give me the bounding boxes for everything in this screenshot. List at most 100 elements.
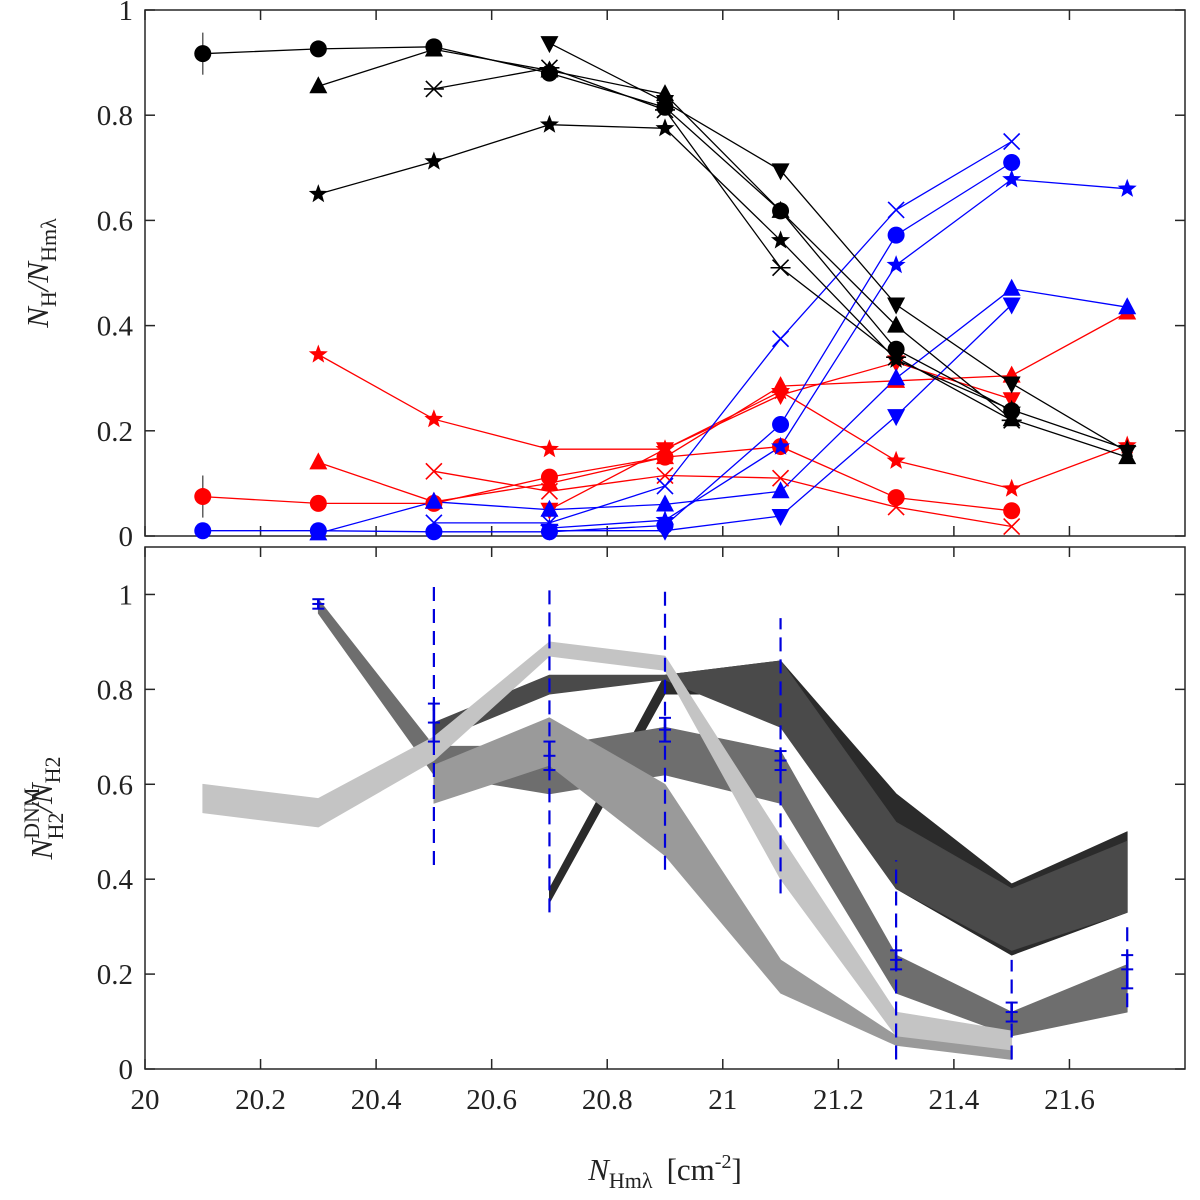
x-tick-label: 21.4 xyxy=(929,1084,980,1116)
y-tick-label: 0 xyxy=(119,1054,134,1086)
series-line xyxy=(549,42,1128,453)
marker-circle xyxy=(194,522,212,540)
marker-circle xyxy=(309,494,327,512)
marker-triangle-down xyxy=(1002,376,1021,394)
marker-triangle-down xyxy=(771,388,790,406)
marker-star xyxy=(886,450,906,469)
series-line xyxy=(549,178,1128,529)
marker-triangle-up xyxy=(1118,297,1137,315)
marker-star xyxy=(1002,478,1022,497)
x-tick-label: 21.6 xyxy=(1044,1084,1095,1116)
marker-triangle-down xyxy=(1002,297,1021,315)
marker-x xyxy=(887,201,905,219)
marker-circle xyxy=(194,45,212,63)
marker-triangle-up xyxy=(540,499,559,517)
marker-triangle-up xyxy=(656,494,674,512)
y-tick-label: 0 xyxy=(119,521,134,553)
x-tick-label: 20.6 xyxy=(466,1084,517,1116)
x-tick-label: 21 xyxy=(708,1084,737,1116)
x-tick-label: 20.2 xyxy=(235,1084,286,1116)
band xyxy=(317,598,1128,1037)
y-tick-label: 0.8 xyxy=(97,674,133,706)
marker-star xyxy=(771,230,791,249)
marker-triangle-down xyxy=(887,297,906,315)
y-tick-label: 1 xyxy=(119,0,134,27)
marker-triangle-up xyxy=(887,315,906,333)
y-tick-label: 1 xyxy=(119,579,134,611)
marker-triangle-up xyxy=(771,200,790,218)
marker-star xyxy=(424,409,444,428)
marker-triangle-up xyxy=(424,491,443,509)
marker-x xyxy=(656,477,674,495)
marker-triangle-up xyxy=(309,523,328,541)
y-tick-label: 0.6 xyxy=(97,205,133,237)
marker-triangle-down xyxy=(887,409,906,427)
top-panel: 0 0.2 0.4 0.6 0.8 1 NH/NHmλ xyxy=(20,0,1186,553)
marker-circle xyxy=(425,523,443,541)
top-ticks xyxy=(144,9,1185,537)
marker-star xyxy=(655,510,675,529)
marker-circle xyxy=(1003,154,1021,172)
marker-circle xyxy=(309,40,327,58)
bottom-ylabel: NDNMH2/NH2 xyxy=(19,756,68,860)
marker-triangle-up xyxy=(424,39,443,57)
y-tick-label: 0.4 xyxy=(97,864,134,896)
marker-x xyxy=(887,498,905,516)
x-tick-label: 21.2 xyxy=(813,1084,864,1116)
marker-circle xyxy=(887,226,905,244)
y-tick-label: 0.4 xyxy=(97,311,134,343)
marker-x xyxy=(425,462,443,480)
series-line xyxy=(318,288,1128,535)
series-line xyxy=(318,124,1128,450)
series-line xyxy=(433,140,1013,524)
marker-asterisk xyxy=(1001,411,1022,429)
marker-triangle-up xyxy=(309,76,328,94)
marker-star xyxy=(655,439,675,458)
marker-x xyxy=(1003,517,1021,536)
y-tick-label: 0.6 xyxy=(97,769,133,801)
y-tick-label: 0.2 xyxy=(97,959,133,991)
series-line xyxy=(202,445,1012,512)
series-line xyxy=(202,161,1013,533)
x-tick-label: 20 xyxy=(131,1084,160,1116)
y-tick-label: 0.2 xyxy=(97,416,133,448)
bottom-panel: 00.20.40.60.81 20 20.2 20.4 20.6 20.8 21 21.2 2… xyxy=(19,546,1186,1193)
marker-triangle-down xyxy=(656,523,674,541)
x-tick-label: 20.4 xyxy=(351,1084,402,1116)
marker-triangle-down xyxy=(540,36,559,54)
marker-triangle-up xyxy=(887,368,906,386)
marker-star xyxy=(1002,169,1022,188)
marker-triangle-up xyxy=(1002,409,1021,427)
bottom-errorbars xyxy=(312,580,1134,1060)
series-line xyxy=(433,470,1012,528)
bottom-xticklabels: 20 20.2 20.4 20.6 20.8 21 21.2 21.4 21.6 xyxy=(131,1084,1095,1116)
marker-triangle-up xyxy=(771,481,790,499)
marker-x xyxy=(1003,132,1021,151)
marker-star xyxy=(539,518,559,537)
marker-star xyxy=(1117,178,1137,197)
marker-circle xyxy=(1003,502,1021,520)
marker-star xyxy=(771,436,791,455)
marker-asterisk xyxy=(770,259,791,277)
marker-star xyxy=(539,114,559,133)
marker-x xyxy=(540,482,559,500)
series-line xyxy=(202,46,1013,412)
marker-star xyxy=(771,381,791,400)
marker-triangle-down xyxy=(771,163,790,181)
bottom-xlabel: NHmλ [cm-2] xyxy=(587,1151,742,1193)
marker-star xyxy=(886,255,906,274)
marker-asterisk xyxy=(539,59,560,77)
marker-x xyxy=(425,514,443,532)
marker-triangle-down xyxy=(656,95,674,113)
marker-star xyxy=(308,344,328,363)
marker-triangle-down xyxy=(771,509,790,527)
marker-star xyxy=(655,118,675,137)
marker-x xyxy=(771,469,790,487)
marker-triangle-up xyxy=(309,452,328,470)
marker-asterisk xyxy=(423,80,444,98)
marker-star xyxy=(424,151,444,170)
marker-circle xyxy=(772,415,790,433)
marker-star xyxy=(1002,399,1022,418)
top-ylabel: NH/NHmλ xyxy=(20,218,61,329)
marker-star xyxy=(308,184,328,203)
